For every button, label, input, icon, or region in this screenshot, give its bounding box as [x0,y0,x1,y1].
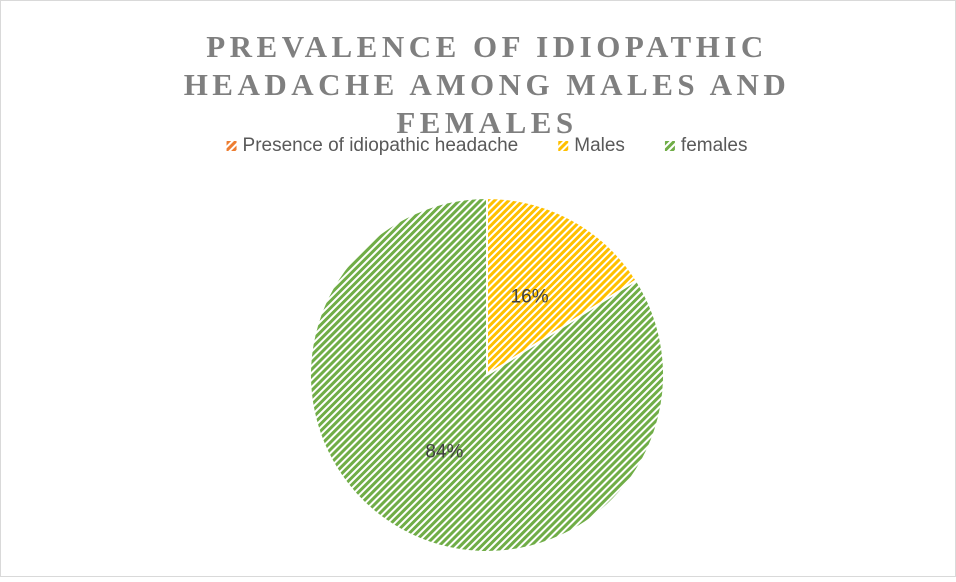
legend-label: females [681,135,748,156]
legend-swatch [558,141,569,151]
legend-item: Males [558,135,625,156]
data-label: 16% [511,286,549,307]
legend-item: females [664,135,748,156]
pie: 16% 84% [309,196,665,553]
legend: Presence of idiopathic headache Males fema… [226,135,748,156]
legend-swatch [226,141,237,151]
pie-slice [309,196,665,553]
legend-swatch [664,141,675,151]
chart-title: PREVALENCE OF IDIOPATHIC HEADACHE AMONG M… [184,29,791,140]
pie-slice [486,196,638,377]
legend-label: Presence of idiopathic headache [243,135,519,156]
legend-label: Males [574,135,625,156]
legend-item: Presence of idiopathic headache [226,135,519,156]
data-label: 84% [425,442,463,463]
chart-title-group: PREVALENCE OF IDIOPATHIC HEADACHE AMONG M… [184,29,791,140]
